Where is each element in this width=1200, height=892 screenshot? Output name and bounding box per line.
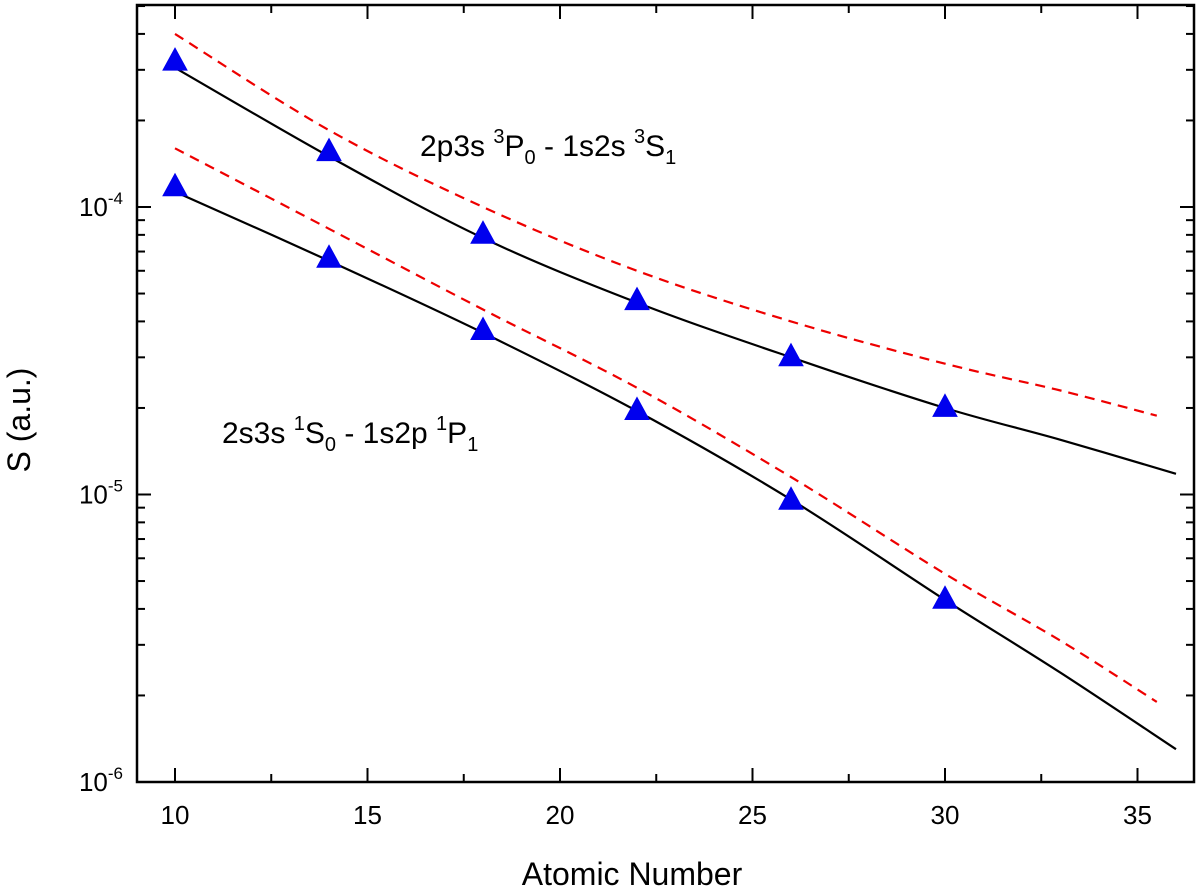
annotation-upper: 2p3s 3P0 - 1s2s 3S1 xyxy=(420,126,676,169)
series-lines xyxy=(174,32,1177,751)
triangle-marker xyxy=(624,286,650,311)
y-tick-label: 10-5 xyxy=(79,477,123,510)
x-tick-label: 35 xyxy=(1123,800,1152,830)
x-tick-label: 25 xyxy=(738,800,767,830)
y-axis-title: S (a.u.) xyxy=(1,368,37,473)
tick-labels: 10 15 20 25 30 35 10-4 10-5 10-6 xyxy=(79,189,1152,830)
y-tick-label: 10-6 xyxy=(79,764,123,797)
triangle-marker xyxy=(470,316,496,341)
plot-frame xyxy=(135,3,1196,784)
triangle-marker xyxy=(470,220,496,244)
ticks xyxy=(137,5,1194,783)
dashed-series-line xyxy=(174,32,1158,417)
y-tick-label: 10-4 xyxy=(79,189,123,222)
triangle-marker xyxy=(932,585,958,609)
x-axis-title: Atomic Number xyxy=(522,856,743,892)
triangle-marker xyxy=(316,137,342,162)
triangle-marker xyxy=(778,486,804,510)
triangle-marker xyxy=(162,172,188,197)
series-markers xyxy=(162,47,958,609)
triangle-marker xyxy=(624,396,650,420)
triangle-marker xyxy=(162,47,188,71)
annotation-lower: 2s3s 1S0 - 1s2p 1P1 xyxy=(222,413,478,456)
triangle-marker xyxy=(778,342,804,367)
dashed-series-line xyxy=(174,147,1158,703)
x-tick-label: 15 xyxy=(353,800,382,830)
triangle-marker xyxy=(932,393,958,417)
triangle-marker xyxy=(316,244,342,268)
x-tick-label: 30 xyxy=(931,800,960,830)
x-tick-label: 10 xyxy=(161,800,190,830)
solid-series-line xyxy=(174,190,1177,751)
x-tick-label: 20 xyxy=(546,800,575,830)
